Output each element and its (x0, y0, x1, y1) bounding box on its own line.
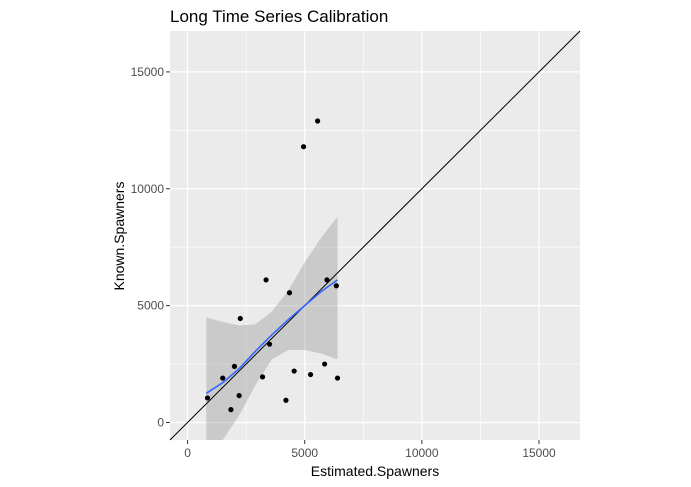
data-point (291, 368, 297, 374)
x-axis-title: Estimated.Spawners (311, 463, 439, 479)
x-tick-label: 5000 (291, 446, 318, 460)
data-point (259, 374, 266, 380)
data-point (237, 315, 243, 322)
y-axis-title: Known.Spawners (111, 182, 127, 291)
y-tick-label: 10000 (131, 182, 165, 196)
data-point (231, 363, 238, 369)
data-point (236, 392, 242, 399)
data-point (228, 407, 234, 413)
points-layer (204, 118, 341, 413)
data-point (334, 375, 341, 381)
x-tick-label: 0 (184, 446, 191, 460)
data-point (300, 144, 307, 150)
y-tick-label: 0 (157, 415, 164, 429)
data-point (263, 277, 269, 283)
data-point (322, 361, 328, 367)
data-point (315, 118, 321, 124)
data-point (283, 397, 289, 403)
fit-line (205, 279, 338, 394)
data-point (204, 395, 211, 401)
grid-layer (170, 31, 580, 440)
identity-line (169, 30, 581, 441)
fit-line-layer (205, 279, 338, 394)
chart-title: Long Time Series Calibration (170, 7, 388, 26)
data-point (286, 290, 293, 296)
data-point (220, 375, 226, 381)
x-tick-label: 10000 (405, 446, 439, 460)
data-point (324, 277, 330, 283)
confidence-band-layer (206, 216, 338, 440)
data-point (307, 371, 314, 378)
data-point (266, 341, 273, 347)
identity-line-layer (169, 30, 581, 441)
data-point (333, 283, 339, 289)
y-tick-label: 15000 (131, 65, 165, 79)
y-tick-label: 5000 (137, 299, 164, 313)
confidence-band (206, 216, 338, 440)
x-tick-label: 15000 (522, 446, 556, 460)
tick-layer: 0 5000 10000 15000 0 5000 10000 15000 (131, 65, 556, 460)
